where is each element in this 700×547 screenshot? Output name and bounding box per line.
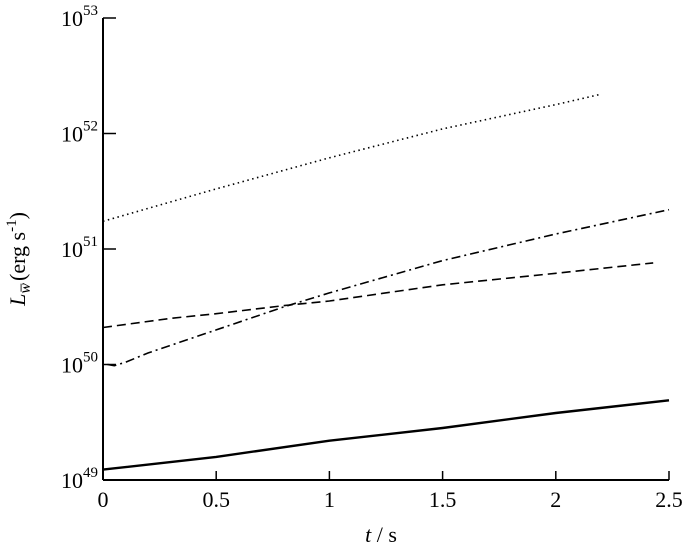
x-tick-label: 0.5 xyxy=(202,487,230,512)
y-axis-title-close: ) xyxy=(5,212,30,219)
y-tick-label: 1049 xyxy=(61,465,98,493)
y-axis-title-italic: L xyxy=(5,294,30,307)
y-axis-title-text: Lw̅ (erg s-1) xyxy=(4,212,34,307)
x-axis-title-rest: / s xyxy=(371,522,397,547)
x-tick-label: 2 xyxy=(550,487,561,512)
x-tick-label: 1.5 xyxy=(429,487,457,512)
x-tick-label: 0 xyxy=(98,487,109,512)
series-line-dotted xyxy=(102,93,602,223)
y-axis-title-rest: (erg s xyxy=(5,232,30,281)
y-tick-label: 1052 xyxy=(61,119,98,147)
y-tick-label: 1051 xyxy=(61,234,98,262)
x-axis-title-italic: t xyxy=(365,522,372,547)
y-axis-title-sup: -1 xyxy=(4,219,20,232)
y-ticks: 1049 1050 1051 1052 1053 xyxy=(61,3,116,493)
x-tick-label: 2.5 xyxy=(655,487,683,512)
x-ticks: 0 0.5 1 1.5 2 2.5 xyxy=(98,471,683,512)
x-tick-label: 1 xyxy=(324,487,335,512)
y-axis-title: Lw̅ (erg s-1) xyxy=(4,212,34,307)
series-line-solid xyxy=(102,399,670,471)
series-line-dashed xyxy=(102,262,654,329)
x-axis-title: t / s xyxy=(365,522,397,547)
y-axis-title-sub: w̅ xyxy=(17,283,34,294)
y-tick-label: 1053 xyxy=(61,3,98,31)
series-line-dash-dot xyxy=(107,208,670,367)
y-tick-label: 1050 xyxy=(61,350,98,378)
series-group xyxy=(102,93,670,471)
